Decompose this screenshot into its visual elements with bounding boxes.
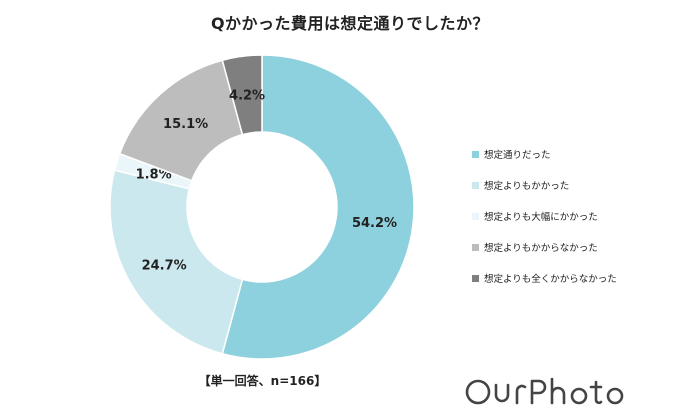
legend-item-1: 想定よりもかかった [472,178,617,192]
legend-swatch [472,274,479,282]
legend-item-0: 想定通りだった [472,147,617,161]
legend-item-3: 想定よりもかからなかった [472,240,617,254]
donut-slice-1 [109,169,244,355]
legend-swatch [472,212,479,220]
slice-value-label-3: 15.1% [163,117,208,132]
slice-value-label-4: 4.2% [229,88,265,103]
chart-title: Qかかった費用は想定通りでしたか？ [210,14,490,33]
legend-item-2: 想定よりも大幅にかかった [472,209,617,223]
slice-value-label-1: 24.7% [142,258,187,273]
legend-label: 想定よりもかかった [484,181,570,192]
legend-swatch [472,150,479,158]
legend-swatch [472,243,479,251]
legend-label: 想定よりも大幅にかかった [484,212,598,223]
legend-label: 想定よりも全くかからなかった [484,274,617,285]
chart-legend: 想定通りだった想定よりもかかった想定よりも大幅にかかった 想定よりもかからなかった… [472,147,617,302]
slice-value-label-0: 54.2% [352,216,397,231]
donut-slice-3 [118,59,244,182]
slice-value-label-2: 1.8% [136,167,172,182]
donut-slice-4 [221,54,263,136]
legend-item-4: 想定よりも全くかからなかった [472,271,617,285]
ourphoto-logo [465,377,624,405]
sample-note: 【単一回答、n=166】 [198,374,327,388]
legend-label: 想定通りだった [484,150,551,161]
donut-slice-0 [221,54,415,360]
legend-label: 想定よりもかからなかった [484,243,598,254]
legend-swatch [472,181,479,189]
